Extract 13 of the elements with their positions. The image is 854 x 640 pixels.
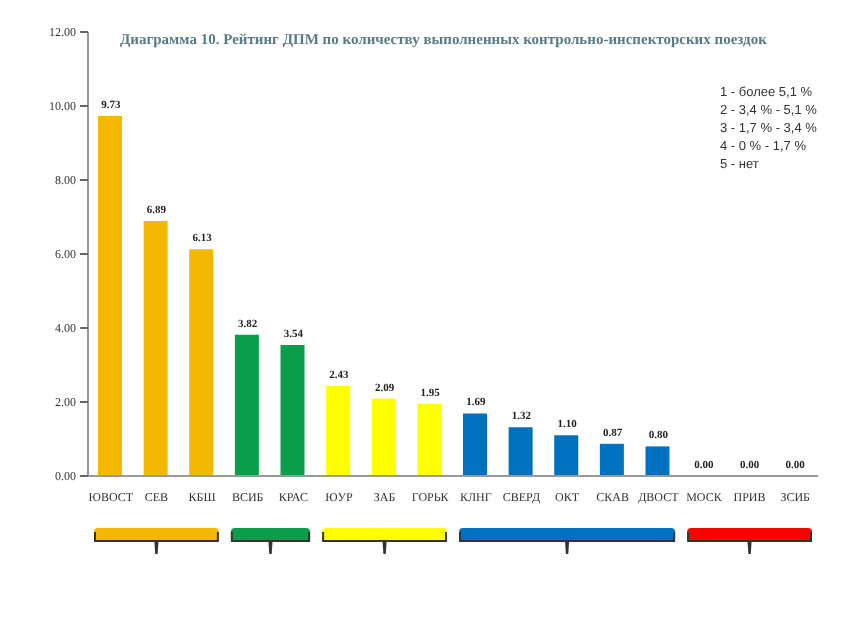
bar bbox=[463, 413, 487, 476]
bar bbox=[280, 345, 305, 476]
bar bbox=[554, 435, 579, 476]
bar bbox=[371, 398, 396, 476]
bar bbox=[508, 427, 533, 476]
bar bbox=[599, 443, 624, 476]
bar bbox=[143, 221, 168, 476]
bar bbox=[417, 403, 442, 476]
bar bbox=[189, 249, 214, 476]
bar bbox=[326, 386, 351, 476]
bar bbox=[98, 115, 122, 476]
bar bbox=[234, 334, 259, 476]
bar bbox=[645, 446, 670, 476]
